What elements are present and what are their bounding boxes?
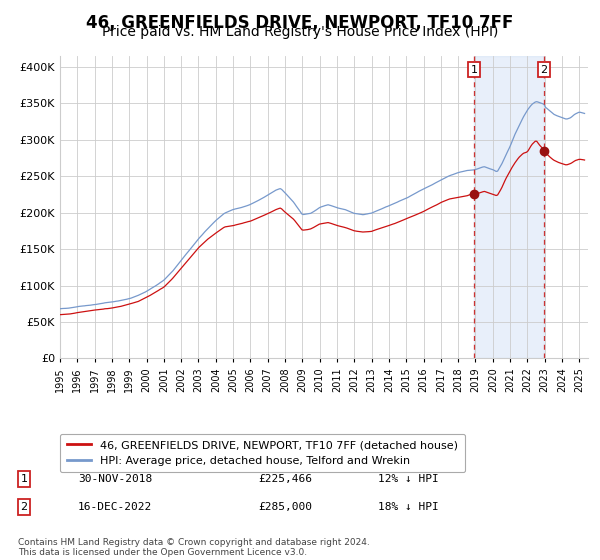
Text: £225,466: £225,466 (258, 474, 312, 484)
Text: Contains HM Land Registry data © Crown copyright and database right 2024.
This d: Contains HM Land Registry data © Crown c… (18, 538, 370, 557)
Legend: 46, GREENFIELDS DRIVE, NEWPORT, TF10 7FF (detached house), HPI: Average price, d: 46, GREENFIELDS DRIVE, NEWPORT, TF10 7FF… (60, 433, 465, 473)
Text: 30-NOV-2018: 30-NOV-2018 (78, 474, 152, 484)
Text: 2: 2 (541, 64, 548, 74)
Text: 2: 2 (20, 502, 28, 512)
Text: 46, GREENFIELDS DRIVE, NEWPORT, TF10 7FF: 46, GREENFIELDS DRIVE, NEWPORT, TF10 7FF (86, 14, 514, 32)
Text: 1: 1 (470, 64, 478, 74)
Bar (474, 56, 544, 358)
Text: 16-DEC-2022: 16-DEC-2022 (78, 502, 152, 512)
Text: 18% ↓ HPI: 18% ↓ HPI (378, 502, 439, 512)
Text: 1: 1 (20, 474, 28, 484)
Text: £285,000: £285,000 (258, 502, 312, 512)
Text: Price paid vs. HM Land Registry's House Price Index (HPI): Price paid vs. HM Land Registry's House … (102, 25, 498, 39)
Text: 12% ↓ HPI: 12% ↓ HPI (378, 474, 439, 484)
